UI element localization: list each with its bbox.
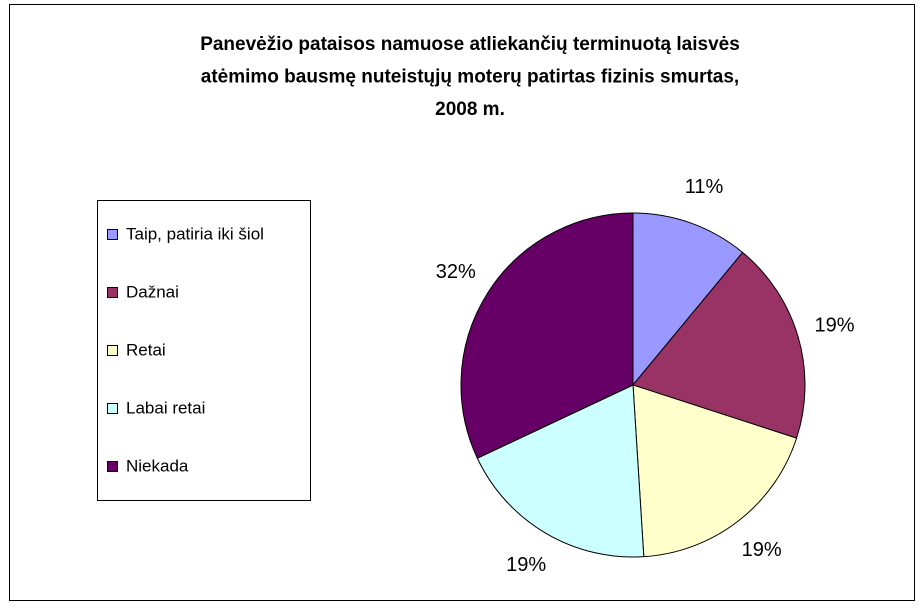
pie-slice [632,251,806,439]
chart-title: Panevėžio pataisos namuose atliekančių t… [200,34,740,55]
pie-slice [460,212,634,459]
legend-label: Labai retai [126,398,205,417]
data-label: 19% [506,554,546,576]
data-label: 32% [436,261,476,283]
pie-slice [632,212,744,387]
chart-title: atėmimo bausmę nuteistųjų moterų patirta… [201,67,739,88]
legend-swatch [107,403,118,414]
legend-swatch [107,345,118,356]
data-label: 19% [742,539,782,561]
legend-label: Dažnai [126,282,179,301]
chart-title: 2008 m. [435,99,505,120]
legend-swatch [107,287,118,298]
legend-label: Niekada [126,456,189,475]
legend-label: Retai [126,340,166,359]
legend-label: Taip, patiria iki šiol [126,224,264,243]
legend-box [97,200,311,501]
pie-slice [476,384,645,558]
data-label: 19% [814,315,854,337]
pie-slice [632,384,798,558]
legend-swatch [107,461,118,472]
data-label: 11% [685,176,724,198]
legend-swatch [107,229,118,240]
